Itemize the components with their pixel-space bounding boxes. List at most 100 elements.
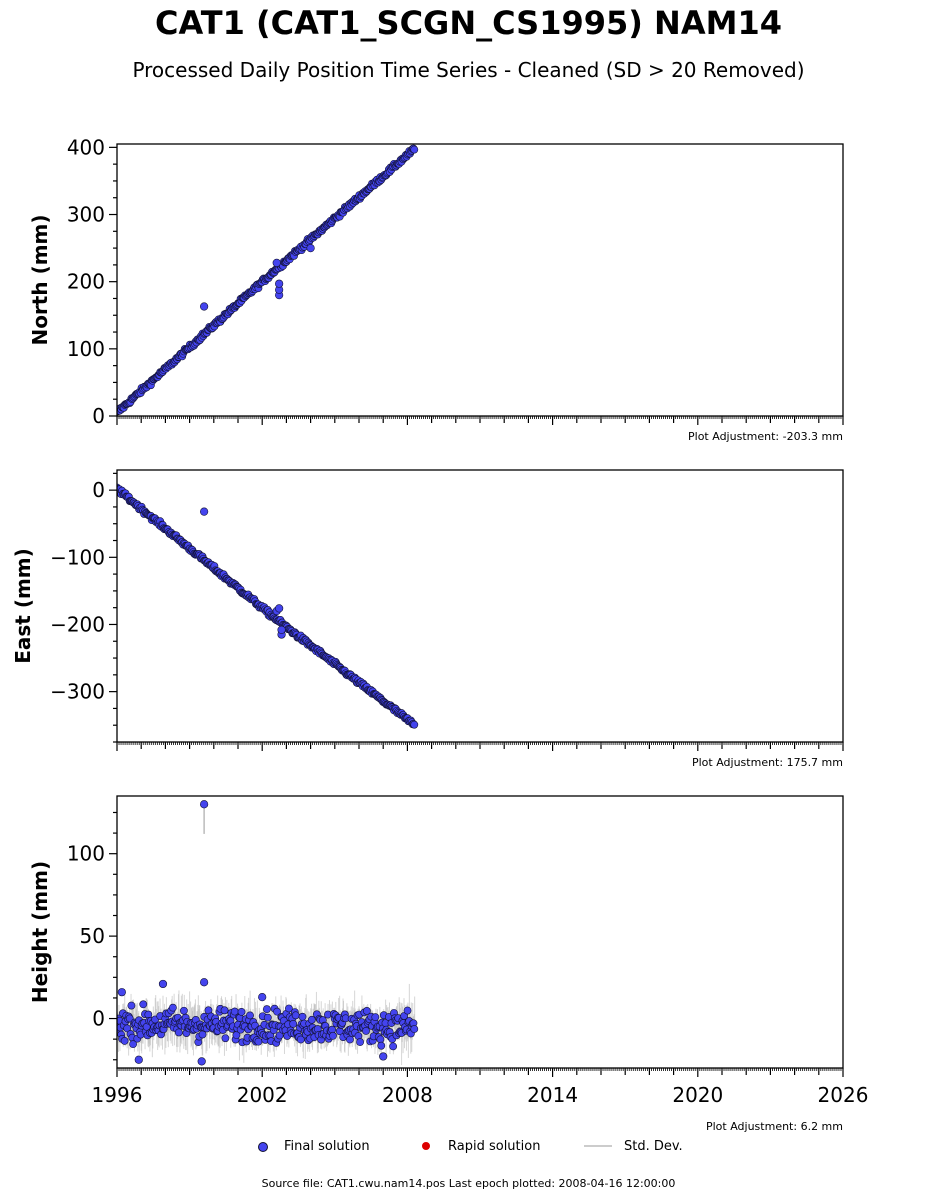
data-point xyxy=(220,1006,229,1015)
y-tick-label: 0 xyxy=(92,1007,105,1031)
data-point xyxy=(376,1035,385,1044)
data-point xyxy=(129,1040,137,1049)
chart-title: CAT1 (CAT1_SCGN_CS1995) NAM14 xyxy=(155,4,782,42)
data-points xyxy=(117,144,419,416)
y-axis-label: Height (mm) xyxy=(28,861,52,1003)
legend-item-rapid: Rapid solution xyxy=(414,1136,540,1156)
data-point xyxy=(139,1000,148,1009)
data-point xyxy=(174,1028,183,1037)
std-dev-icon xyxy=(584,1136,614,1156)
x-tick-label: 2026 xyxy=(818,1083,869,1107)
outlier-point xyxy=(306,243,315,253)
data-point xyxy=(125,1014,134,1023)
outlier-point xyxy=(275,279,284,288)
data-point xyxy=(246,1011,254,1020)
axes-frame xyxy=(116,469,844,743)
outlier-point xyxy=(117,988,126,997)
outlier-point xyxy=(200,800,209,809)
data-point xyxy=(254,1037,263,1046)
plot-adjustment: Plot Adjustment: -203.3 mm xyxy=(688,430,843,443)
data-points xyxy=(117,800,419,1066)
y-tick-label: −300 xyxy=(50,680,105,704)
outlier-point xyxy=(272,258,281,267)
x-ticks xyxy=(116,1068,844,1077)
data-point xyxy=(289,1019,298,1028)
data-point xyxy=(329,1031,337,1040)
x-tick-label: 1996 xyxy=(92,1083,143,1107)
legend-label-final: Final solution xyxy=(284,1138,370,1154)
outlier-point xyxy=(158,979,168,989)
outlier-point xyxy=(200,978,209,987)
outlier-point xyxy=(200,302,209,311)
outlier-point xyxy=(275,604,284,613)
data-point xyxy=(410,145,419,154)
y-tick-label: 50 xyxy=(80,924,105,948)
y-tick-label: 100 xyxy=(67,842,105,866)
data-point xyxy=(362,1027,370,1035)
data-point xyxy=(307,1015,316,1024)
y-tick-label: 200 xyxy=(67,270,105,294)
data-point xyxy=(263,1013,272,1022)
data-point xyxy=(356,1038,364,1046)
data-point xyxy=(275,1031,284,1040)
legend-item-final: Final solution xyxy=(250,1136,370,1156)
x-ticks xyxy=(116,416,844,425)
data-point xyxy=(285,1004,293,1013)
plot-adjustment: Plot Adjustment: 6.2 mm xyxy=(706,1120,843,1133)
plot-adjustment: Plot Adjustment: 175.7 mm xyxy=(692,756,843,769)
outlier-point xyxy=(379,1052,388,1061)
y-tick-label: 300 xyxy=(67,203,105,227)
east-panel: 0 −100 −200 −300 East (mm) Plot Adjustment: 1… xyxy=(11,469,844,769)
height-panel: 1996 2002 2008 2014 2020 2026 0 50 100 Height (mm… xyxy=(28,795,869,1133)
data-point xyxy=(298,1012,307,1021)
data-point xyxy=(362,1007,371,1015)
data-point xyxy=(273,1007,281,1016)
x-tick-label: 2014 xyxy=(527,1083,578,1107)
outlier-point xyxy=(134,1055,143,1064)
legend: Final solution Rapid solution Std. Dev. xyxy=(0,1136,937,1160)
y-tick-label: 100 xyxy=(67,337,105,361)
axes-frame xyxy=(116,143,844,417)
data-point xyxy=(237,1007,246,1016)
data-point xyxy=(120,1037,129,1045)
legend-label-stddev: Std. Dev. xyxy=(624,1138,683,1154)
outlier-point xyxy=(258,993,267,1002)
source-file-note: Source file: CAT1.cwu.nam14.pos Last epo… xyxy=(261,1177,676,1190)
data-point xyxy=(291,1011,300,1020)
x-tick-label: 2020 xyxy=(672,1083,723,1107)
data-point xyxy=(403,1006,412,1015)
data-point xyxy=(410,1025,419,1033)
final-solution-icon xyxy=(250,1136,274,1156)
y-tick-label: −100 xyxy=(50,545,105,569)
y-axis-label: North (mm) xyxy=(28,214,52,345)
chart-subtitle: Processed Daily Position Time Series - C… xyxy=(132,58,805,82)
outlier-point xyxy=(277,625,286,634)
legend-label-rapid: Rapid solution xyxy=(448,1138,541,1154)
data-point xyxy=(123,1024,132,1033)
x-ticks xyxy=(116,742,844,751)
rapid-solution-icon xyxy=(414,1136,438,1156)
y-tick-label: 400 xyxy=(67,135,105,159)
data-point xyxy=(169,1003,177,1012)
data-points xyxy=(117,483,419,729)
north-panel: 0 100 200 300 400 North (mm) Plot Adjustment: … xyxy=(28,135,844,443)
data-point xyxy=(389,1042,398,1051)
y-tick-label: 0 xyxy=(92,478,105,502)
outlier-point xyxy=(197,1057,206,1066)
data-point xyxy=(410,720,419,729)
legend-item-stddev: Std. Dev. xyxy=(584,1136,683,1156)
data-point xyxy=(127,1001,136,1010)
data-point xyxy=(263,1005,271,1014)
y-tick-label: 0 xyxy=(92,404,105,428)
data-point xyxy=(371,1013,380,1022)
data-point xyxy=(180,1006,188,1015)
outlier-point xyxy=(200,507,209,516)
data-point xyxy=(221,1034,230,1043)
data-point xyxy=(296,1035,305,1044)
data-point xyxy=(377,1041,386,1050)
x-tick-label: 2002 xyxy=(237,1083,288,1107)
x-tick-label: 2008 xyxy=(382,1083,433,1107)
y-tick-label: −200 xyxy=(50,612,105,636)
y-axis-label: East (mm) xyxy=(11,548,35,664)
